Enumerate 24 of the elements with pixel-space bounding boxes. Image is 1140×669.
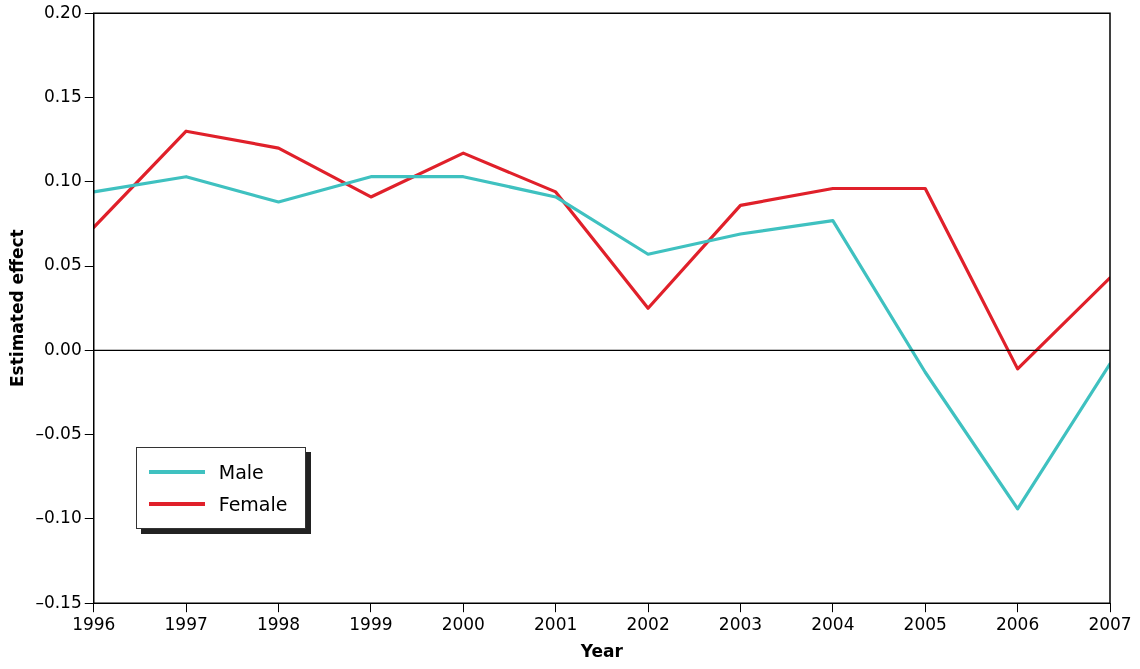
x-axis-title: Year [579,641,624,662]
y-tick-label: 0.10 [43,170,82,191]
x-tick-label: 1998 [256,613,301,634]
x-tick-label: 2001 [534,613,578,634]
x-tick-label: 1996 [72,613,116,634]
y-tick-label: 0.20 [43,1,82,22]
y-tick-label: –0.05 [35,423,82,444]
y-tick-label: 0.00 [43,338,82,359]
y-tick-label: 0.15 [43,85,82,106]
x-tick-label: 1999 [349,613,393,634]
y-tick-label: 0.05 [43,254,82,275]
x-tick-label: 2005 [903,613,947,634]
x-tick-label: 1997 [164,613,208,634]
y-tick-label: –0.10 [35,507,82,528]
x-tick-label: 2007 [1088,613,1132,634]
legend-label: Female [218,493,288,516]
x-tick-label: 2000 [441,613,485,634]
y-tick-label: –0.15 [35,591,82,612]
x-tick-label: 2002 [626,613,670,634]
x-tick-label: 2004 [811,613,855,634]
legend-label: Male [218,461,264,484]
x-tick-label: 2003 [718,613,763,634]
x-tick-label: 2006 [995,613,1040,634]
y-axis-title: Estimated effect [6,229,27,388]
